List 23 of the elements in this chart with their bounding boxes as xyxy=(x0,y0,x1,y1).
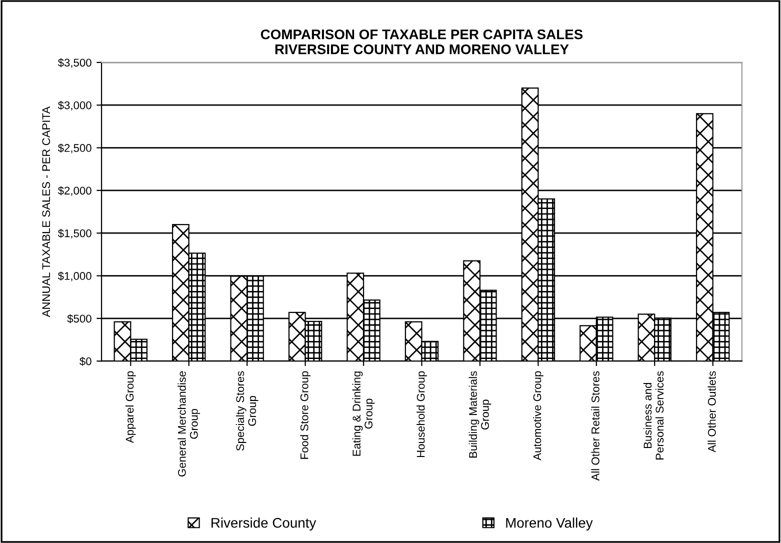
y-tick-label: $3,500 xyxy=(58,58,92,68)
x-tick-label: General Merchandise Group xyxy=(178,371,200,476)
x-tick-label: Specialty Stores Group xyxy=(236,371,258,451)
y-tick-label: $1,000 xyxy=(58,272,92,282)
y-tick-label: $500 xyxy=(67,314,92,324)
y-tick-label: $2,500 xyxy=(58,144,92,154)
x-tick-label: Business and Personal Services xyxy=(643,371,664,460)
legend-label: Moreno Valley xyxy=(506,518,593,530)
y-axis-title: ANNUAL TAXABLE SALES - PER CAPITA xyxy=(42,106,50,318)
x-tick-label: Food Store Group xyxy=(300,371,310,459)
y-tick-label: $0 xyxy=(80,356,92,366)
legend-label: Riverside County xyxy=(212,518,316,530)
x-tick-label: All Other Outlets xyxy=(708,371,716,452)
x-tick-label: Apparel Group xyxy=(125,371,136,444)
x-tick-label: Eating & Drinking Group xyxy=(352,372,375,456)
x-tick-label: All Other Retail Stores xyxy=(591,371,600,481)
y-tick-label: $3,000 xyxy=(58,100,92,111)
x-tick-label: Automotive Group xyxy=(533,371,544,460)
y-tick-label: $1,500 xyxy=(58,228,92,239)
x-tick-label: Building Materials Group xyxy=(468,371,492,458)
chart-title: COMPARISON OF TAXABLE PER CAPITA SALES RIVERSIDE COUNTY AND MORENO VALLEY xyxy=(260,29,583,54)
x-tick-label: Household Group xyxy=(416,371,427,457)
y-tick-label: $2,000 xyxy=(58,186,92,196)
